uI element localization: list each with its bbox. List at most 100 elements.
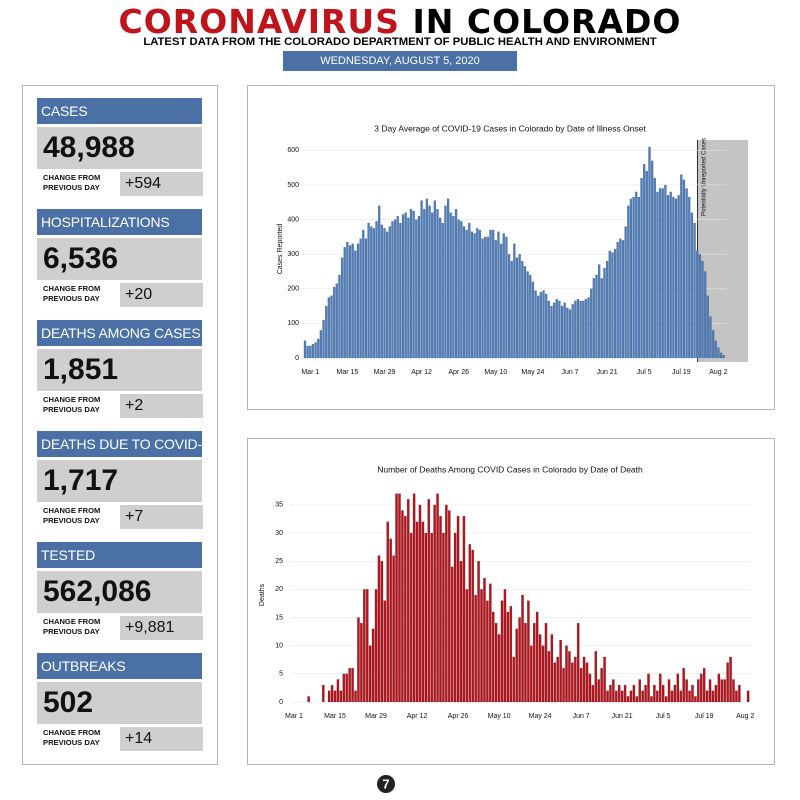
bar	[489, 583, 492, 703]
bar	[424, 532, 428, 703]
y-tick-label: 600	[287, 147, 299, 154]
bar	[398, 493, 401, 703]
bar	[412, 210, 415, 359]
bar	[582, 656, 586, 703]
bar	[685, 679, 688, 703]
bar	[338, 274, 341, 359]
bar	[648, 146, 651, 359]
bar	[480, 589, 483, 703]
stat-value: 502	[37, 682, 202, 724]
bar	[327, 297, 331, 359]
bar	[399, 222, 402, 359]
y-tick-label: 300	[287, 251, 299, 258]
bar	[547, 300, 550, 359]
y-axis-title: Deaths	[259, 583, 266, 606]
bar	[368, 645, 372, 703]
bar	[497, 634, 501, 703]
bar	[494, 623, 498, 703]
chart-title: Number of Deaths Among COVID Cases in Co…	[377, 464, 643, 474]
change-label: CHANGE FROM PREVIOUS DAY	[43, 284, 101, 303]
change-label: CHANGE FROM PREVIOUS DAY	[43, 395, 101, 414]
bar	[462, 516, 466, 703]
bar	[500, 600, 504, 703]
bar	[444, 205, 447, 359]
bar	[612, 679, 615, 703]
bar	[653, 177, 656, 359]
change-value: +14	[120, 727, 203, 751]
bar	[529, 274, 532, 359]
bar	[474, 594, 477, 703]
stat-label: DEATHS DUE TO COVID-19	[37, 431, 202, 457]
bar	[515, 257, 519, 359]
bar	[693, 222, 696, 359]
bar	[664, 696, 668, 703]
bar	[343, 247, 346, 359]
bar	[367, 222, 370, 359]
bar	[637, 196, 641, 359]
bar	[446, 198, 450, 359]
x-tick-label: Apr 26	[448, 369, 469, 376]
bar	[314, 342, 317, 359]
bar	[563, 302, 566, 359]
bar	[714, 684, 718, 703]
x-tick-label: Apr 26	[448, 713, 469, 720]
bar	[669, 191, 672, 359]
bar	[542, 290, 545, 359]
bar	[330, 295, 333, 359]
bar	[539, 292, 543, 359]
bar	[454, 209, 458, 359]
bar	[364, 238, 368, 359]
bar	[615, 690, 618, 703]
bar	[477, 561, 480, 703]
change-value: +9,881	[120, 616, 203, 640]
bar	[415, 521, 419, 703]
bar	[375, 221, 378, 359]
bar	[436, 209, 439, 359]
y-tick-label: 5	[279, 671, 283, 678]
bar	[526, 271, 529, 359]
bar	[711, 330, 715, 359]
bar	[518, 617, 521, 703]
bar	[453, 532, 457, 703]
bar	[450, 566, 454, 703]
bar	[643, 164, 646, 359]
bar	[319, 330, 323, 359]
stat-value: 1,851	[37, 349, 202, 391]
bar	[603, 267, 606, 359]
bar	[527, 600, 530, 703]
bar	[579, 668, 583, 703]
bar	[433, 504, 436, 703]
bar	[608, 250, 611, 359]
bar	[690, 212, 694, 359]
bar	[746, 690, 750, 703]
x-tick-label: Jun 7	[573, 713, 590, 720]
bar	[585, 662, 589, 703]
bar	[600, 668, 603, 703]
bar	[407, 217, 410, 359]
bar	[348, 245, 352, 359]
bar	[377, 205, 381, 359]
bar	[457, 219, 460, 359]
bar	[468, 544, 472, 703]
y-tick-label: 400	[287, 216, 299, 223]
bar	[370, 226, 373, 359]
bar	[719, 352, 723, 359]
title-black: IN COLORADO	[412, 2, 682, 41]
stat-value: 6,536	[37, 238, 202, 280]
stat-label: OUTBREAKS	[37, 653, 202, 679]
bar	[553, 662, 557, 703]
bar	[428, 205, 431, 359]
y-tick-label: 0	[279, 699, 283, 706]
bar	[606, 690, 609, 703]
bar	[647, 673, 650, 703]
bar	[699, 673, 703, 703]
bar	[339, 690, 343, 703]
x-tick-label: May 10	[484, 369, 507, 376]
x-tick-label: Jul 19	[672, 369, 691, 376]
bar	[658, 188, 662, 359]
bar	[470, 231, 474, 359]
bar	[605, 260, 609, 359]
bar	[409, 532, 413, 703]
bar	[363, 589, 366, 703]
x-tick-label: May 24	[529, 713, 552, 720]
